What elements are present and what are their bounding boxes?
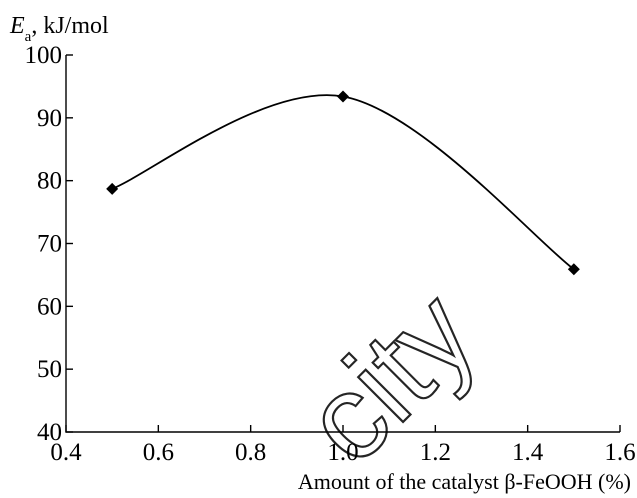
x-tick-label: 1.2 [420, 439, 451, 466]
watermark: city [278, 265, 502, 489]
y-axis-title: Ea, kJ/mol [9, 13, 109, 45]
x-axis-title: Amount of the catalyst β-FeOOH (%) [298, 469, 631, 494]
y-tick-label: 70 [37, 231, 62, 258]
y-tick-label: 60 [37, 293, 62, 320]
y-tick-label: 80 [37, 168, 62, 195]
x-tick-label: 1.4 [512, 439, 544, 466]
x-tick-label: 0.6 [143, 439, 174, 466]
x-tick-label: 0.4 [50, 439, 82, 466]
svg-text:city: city [279, 266, 501, 488]
y-tick-label: 40 [37, 419, 62, 446]
data-point [337, 90, 349, 103]
data-point [106, 182, 119, 195]
x-tick-label: 0.8 [235, 439, 266, 466]
x-axis-ticks: 0.4 0.6 0.8 1.0 1.2 1.4 1.6 [50, 425, 636, 466]
series-markers [106, 90, 580, 276]
x-tick-label: 1.6 [604, 439, 635, 466]
y-tick-label: 50 [37, 356, 62, 383]
series-line [111, 94, 575, 270]
x-tick-label: 1.0 [327, 439, 358, 466]
y-tick-label: 100 [25, 42, 63, 69]
y-tick-label: 90 [37, 105, 62, 132]
y-axis-ticks: 40 50 60 70 80 90 100 [25, 42, 73, 446]
data-point [567, 263, 580, 276]
